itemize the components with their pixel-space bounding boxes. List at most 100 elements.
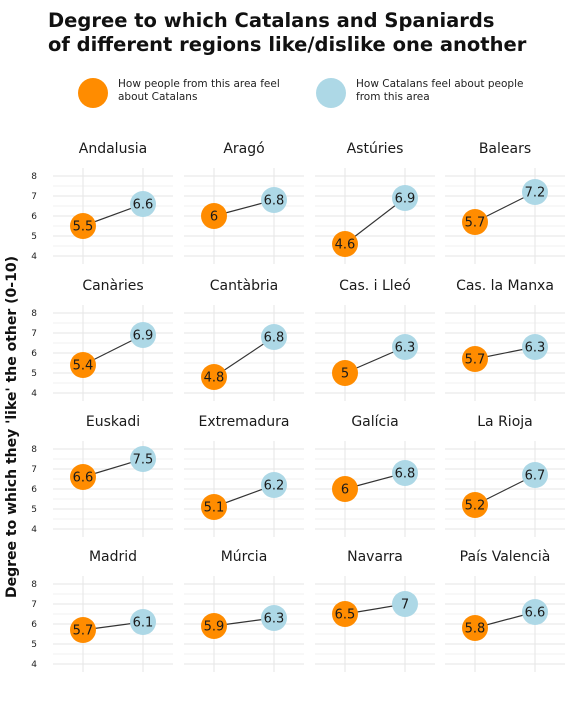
y-tick-label: 4 [31, 525, 37, 535]
point-area-about-catalans [462, 346, 488, 372]
point-area-about-catalans [70, 617, 96, 643]
panel-extremadura: Extremadura 5.1 6.2 [184, 414, 304, 537]
y-tick-label: 6 [31, 349, 37, 359]
y-tick-label: 7 [31, 465, 37, 475]
point-catalans-about-area [130, 191, 156, 217]
point-label-area: 5.1 [204, 501, 225, 516]
y-tick-label: 5 [31, 369, 37, 379]
point-label-catalans: 6.8 [264, 194, 285, 209]
y-tick-label: 5 [31, 232, 37, 242]
point-label-catalans: 7 [401, 598, 409, 613]
point-label-catalans: 7.5 [133, 453, 154, 468]
panel-euskadi: 4 5 6 7 8 Euskadi 6.6 7.5 [31, 414, 173, 537]
point-label-catalans: 6.8 [264, 331, 285, 346]
point-catalans-about-area [522, 334, 548, 360]
panel-cas-i-lle-: Cas. i Lleó 5 6.3 [315, 278, 435, 401]
point-catalans-about-area [392, 185, 418, 211]
panel-balears: Balears 5.7 7.2 [445, 141, 565, 264]
y-tick-label: 6 [31, 485, 37, 495]
legend-label-catalans: How Catalans feel about people from this… [356, 78, 524, 103]
panel-title: Múrcia [221, 549, 268, 565]
legend-orange-swatch [78, 78, 108, 108]
panel-title: Navarra [347, 549, 403, 565]
point-catalans-about-area [130, 609, 156, 635]
panel-cant-bria: Cantàbria 4.8 6.8 [184, 278, 304, 401]
panel-andalusia: 4 5 6 7 8 Andalusia 5.5 6.6 [31, 141, 173, 264]
point-area-about-catalans [332, 360, 358, 386]
legend-item-from-area: How people from this area feel about Cat… [78, 78, 308, 108]
point-area-about-catalans [70, 464, 96, 490]
panel-ast-ries: Astúries 4.6 6.9 [315, 141, 435, 264]
point-area-about-catalans [201, 364, 227, 390]
y-tick-label: 7 [31, 329, 37, 339]
point-catalans-about-area [130, 322, 156, 348]
panel-m-rcia: Múrcia 5.9 6.3 [184, 549, 304, 672]
y-tick-label: 4 [31, 660, 37, 670]
point-label-catalans: 6.3 [525, 341, 546, 356]
point-label-area: 5.9 [204, 620, 225, 635]
panel-title: Galícia [351, 414, 398, 430]
point-catalans-about-area [392, 334, 418, 360]
panel-title: Balears [479, 141, 531, 157]
panel-arag-: Aragó 6 6.8 [184, 141, 304, 264]
panel-madrid: 4 5 6 7 8 Madrid 5.7 6.1 [31, 549, 173, 672]
panel-can-ries: 4 5 6 7 8 Canàries 5.4 6.9 [31, 278, 173, 401]
y-tick-label: 4 [31, 252, 37, 262]
point-label-area: 5.8 [465, 622, 486, 637]
point-label-area: 6 [210, 210, 218, 225]
point-label-area: 5.5 [73, 220, 94, 235]
point-area-about-catalans [201, 613, 227, 639]
point-label-catalans: 6.3 [264, 612, 285, 627]
point-label-catalans: 6.9 [395, 192, 416, 207]
point-catalans-about-area [261, 605, 287, 631]
panel-navarra: Navarra 6.5 7 [315, 549, 435, 672]
panel-cas-la-manxa: Cas. la Manxa 5.7 6.3 [445, 278, 565, 401]
panel-title: Canàries [82, 278, 143, 294]
panel-title: Cantàbria [210, 278, 278, 294]
point-label-area: 4.8 [204, 371, 225, 386]
point-catalans-about-area [261, 187, 287, 213]
point-area-about-catalans [462, 615, 488, 641]
point-label-area: 6 [341, 483, 349, 498]
point-label-area: 6.6 [73, 471, 94, 486]
point-label-catalans: 6.9 [133, 329, 154, 344]
panel-title: Madrid [89, 549, 137, 565]
point-catalans-about-area [130, 446, 156, 472]
panel-title: Andalusia [79, 141, 147, 157]
legend-blue-swatch [316, 78, 346, 108]
panel-pa-s-valenci-: País Valencià 5.8 6.6 [445, 549, 565, 672]
point-label-catalans: 6.7 [525, 469, 546, 484]
point-label-catalans: 6.6 [133, 198, 154, 213]
panel-title: País Valencià [460, 549, 551, 565]
point-label-catalans: 7.2 [525, 186, 546, 201]
panel-title: Euskadi [86, 414, 140, 430]
point-catalans-about-area [392, 591, 418, 617]
point-catalans-about-area [522, 179, 548, 205]
panel-title: Aragó [223, 141, 264, 157]
point-label-catalans: 6.6 [525, 606, 546, 621]
chart-title: Degree to which Catalans and Spaniards o… [48, 9, 527, 56]
y-tick-label: 8 [31, 580, 37, 590]
y-tick-label: 5 [31, 640, 37, 650]
point-label-area: 5.2 [465, 499, 486, 514]
point-catalans-about-area [261, 324, 287, 350]
y-tick-label: 6 [31, 620, 37, 630]
point-label-catalans: 6.3 [395, 341, 416, 356]
panel-title: Astúries [347, 141, 404, 157]
y-tick-label: 7 [31, 192, 37, 202]
y-tick-label: 8 [31, 172, 37, 182]
legend-item-catalans: How Catalans feel about people from this… [316, 78, 546, 108]
point-label-area: 5 [341, 367, 349, 382]
point-label-area: 5.4 [73, 359, 94, 374]
y-tick-label: 8 [31, 445, 37, 455]
point-area-about-catalans [332, 476, 358, 502]
point-area-about-catalans [462, 492, 488, 518]
point-label-area: 5.7 [465, 216, 486, 231]
point-catalans-about-area [522, 462, 548, 488]
point-area-about-catalans [462, 209, 488, 235]
point-label-area: 5.7 [465, 353, 486, 368]
point-label-area: 6.5 [335, 608, 356, 623]
point-label-catalans: 6.2 [264, 479, 285, 494]
legend-label-from-area: How people from this area feel about Cat… [118, 78, 280, 103]
point-catalans-about-area [392, 460, 418, 486]
